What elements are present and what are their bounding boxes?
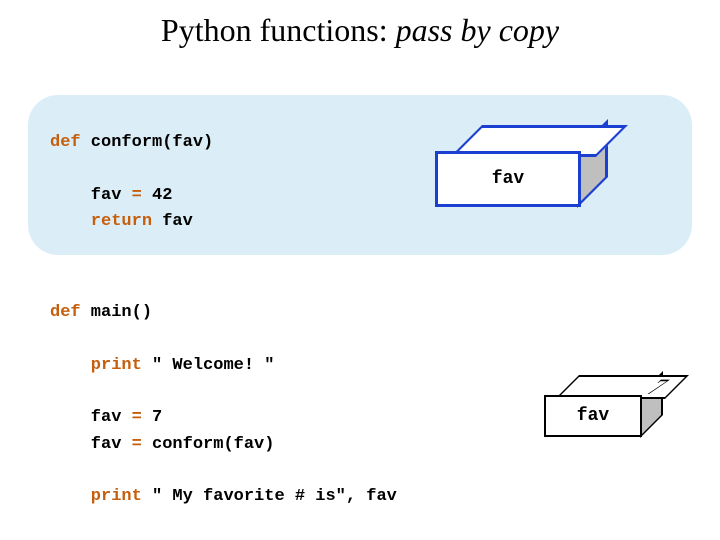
kw-eq: = xyxy=(132,408,142,427)
main-fav-box: 7 fav xyxy=(555,375,675,455)
cube-front: fav xyxy=(435,151,581,207)
code-text: " My favorite # is", fav xyxy=(142,487,397,506)
title-plain: Python functions: xyxy=(161,12,396,48)
slide-title: Python functions: pass by copy xyxy=(0,12,720,49)
code-text: " Welcome! " xyxy=(142,356,275,375)
slide: Python functions: pass by copy def confo… xyxy=(0,0,720,540)
code-text: fav xyxy=(50,408,132,427)
code-conform: def conform(fav) fav = 42 return fav xyxy=(50,130,213,235)
kw-eq: = xyxy=(132,186,142,205)
cube-label: fav xyxy=(577,406,609,426)
title-italic: pass by copy xyxy=(396,12,560,48)
kw-def: def xyxy=(50,133,81,152)
code-main: def main() print " Welcome! " fav = 7 fa… xyxy=(50,300,397,511)
kw-def: def xyxy=(50,303,81,322)
cube-front: fav xyxy=(544,395,642,437)
code-text: conform(fav) xyxy=(81,133,214,152)
cube-label: fav xyxy=(492,169,524,189)
code-text: fav xyxy=(152,212,193,231)
cube-top-value: 7 xyxy=(639,374,676,400)
kw-print: print xyxy=(50,356,142,375)
kw-eq: = xyxy=(132,435,142,454)
code-text: 7 xyxy=(142,408,162,427)
code-text: main() xyxy=(81,303,152,322)
code-text: fav xyxy=(50,435,132,454)
code-text: conform(fav) xyxy=(142,435,275,454)
code-text: 42 xyxy=(142,186,173,205)
code-text: fav xyxy=(50,186,132,205)
kw-return: return xyxy=(50,212,152,231)
kw-print: print xyxy=(50,487,142,506)
conform-fav-box: fav xyxy=(450,125,610,225)
